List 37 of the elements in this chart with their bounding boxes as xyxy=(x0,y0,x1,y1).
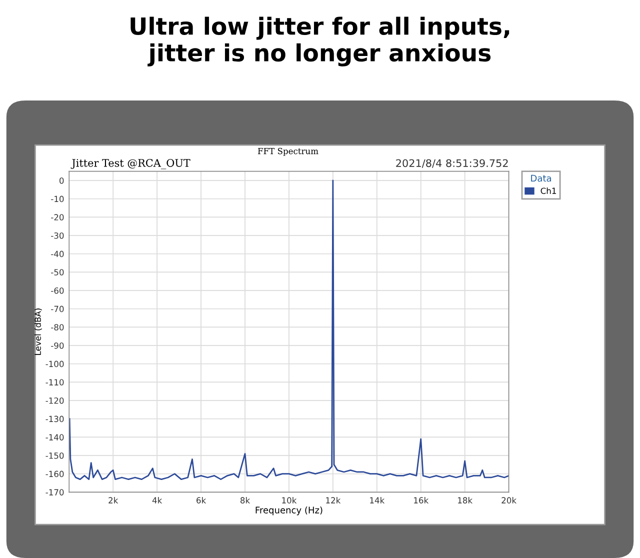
y-tick-label: -40 xyxy=(51,250,64,258)
y-tick-label: -110 xyxy=(46,379,64,386)
y-tick-label: -50 xyxy=(51,269,64,276)
x-tick-label: 14k xyxy=(370,497,385,504)
x-tick-label: 4k xyxy=(152,497,162,504)
x-tick-label: 10k xyxy=(282,497,297,504)
y-tick-label: -100 xyxy=(46,360,64,368)
x-tick-label: 2k xyxy=(108,497,118,504)
x-tick-label: 6k xyxy=(196,497,206,504)
y-tick-label: 0 xyxy=(60,177,64,184)
y-tick-label: -130 xyxy=(46,416,64,422)
y-tick-label: -60 xyxy=(51,287,64,294)
chart-subtitle: FFT Spectrum xyxy=(258,148,318,156)
x-tick-label: 12k xyxy=(326,497,341,504)
y-tick-label: -70 xyxy=(51,306,64,312)
text: Jitter Test @RCA_OUT xyxy=(70,158,190,170)
x-tick-label: 18k xyxy=(458,497,473,504)
y-tick-label: -20 xyxy=(51,214,64,220)
y-tick-label: -10 xyxy=(51,196,64,202)
y-tick-label: -150 xyxy=(46,452,64,459)
y-tick-label: -80 xyxy=(51,324,64,330)
legend-label: Ch1 xyxy=(540,188,556,194)
chart-title: Ultra low jitter for all inputs, jitter is no longer anxious xyxy=(130,16,510,66)
x-axis-title: Frequency (Hz) xyxy=(256,506,322,516)
legend-title: Data xyxy=(531,174,551,182)
y-axis-title: Level (dBA) xyxy=(34,308,42,355)
y-tick-label: -170 xyxy=(46,489,64,496)
line-series xyxy=(69,180,509,480)
y-tick-label: -160 xyxy=(46,470,64,478)
x-tick-label: 16k xyxy=(414,497,429,504)
text: 2021/8/4 8:51:39.752 xyxy=(396,159,508,168)
x-tick-label: 8k xyxy=(240,497,250,504)
y-tick-label: -140 xyxy=(46,434,64,440)
x-tick-label: 20k xyxy=(502,497,516,504)
y-tick-label: -120 xyxy=(46,397,64,404)
y-tick-label: -90 xyxy=(51,342,64,349)
y-tick-label: -30 xyxy=(51,232,64,239)
